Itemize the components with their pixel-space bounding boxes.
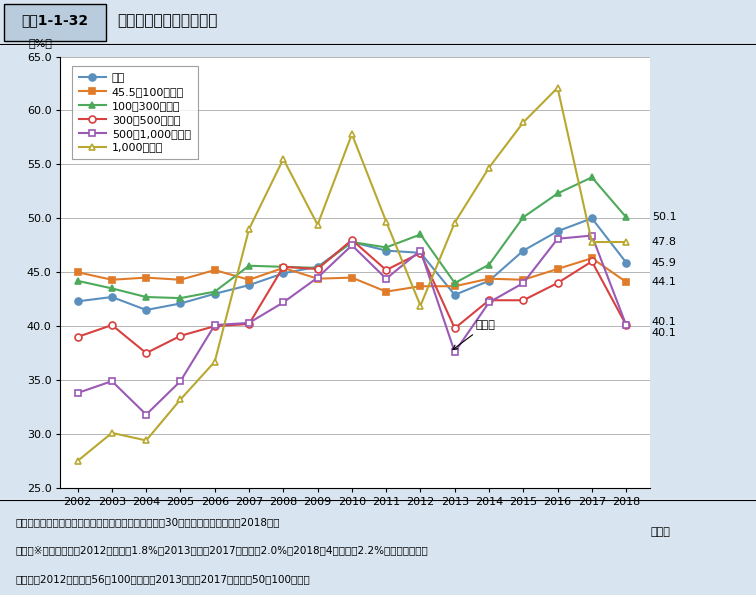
Text: （年）: （年） <box>650 527 670 537</box>
Text: 50.1: 50.1 <box>652 212 677 222</box>
Text: （%）: （%） <box>28 38 52 48</box>
Text: 資料：厚生労働省職業安定局障害者雇用対策課「平成30年障害者雇用状況」（2018年）: 資料：厚生労働省職業安定局障害者雇用対策課「平成30年障害者雇用状況」（2018… <box>15 517 280 527</box>
Text: ※法定雇用率は2012年までは1.8%、2013年から2017年までは2.0%、2018年4月以降は2.2%となっている。: ※法定雇用率は2012年までは1.8%、2013年から2017年までは2.0%、… <box>15 546 428 556</box>
Text: 40.1: 40.1 <box>652 328 677 337</box>
Text: 45.9: 45.9 <box>652 258 677 268</box>
Text: （注）: （注） <box>453 320 495 350</box>
FancyBboxPatch shape <box>4 4 106 41</box>
Text: （注）　2012年までは56～100人未満、2013年から2017年までは50～100人未満: （注） 2012年までは56～100人未満、2013年から2017年までは50～… <box>15 574 310 584</box>
Text: 44.1: 44.1 <box>652 277 677 287</box>
Text: 40.1: 40.1 <box>652 317 677 327</box>
Text: 47.8: 47.8 <box>652 237 677 247</box>
Text: 企業規模別達成企業割合: 企業規模別達成企業割合 <box>117 13 218 28</box>
Legend: 全体, 45.5～100人未満, 100～300人未満, 300～500人未満, 500～1,000人未満, 1,000人以上: 全体, 45.5～100人未満, 100～300人未満, 300～500人未満,… <box>72 67 197 159</box>
Text: 図表1-1-32: 図表1-1-32 <box>21 14 88 27</box>
